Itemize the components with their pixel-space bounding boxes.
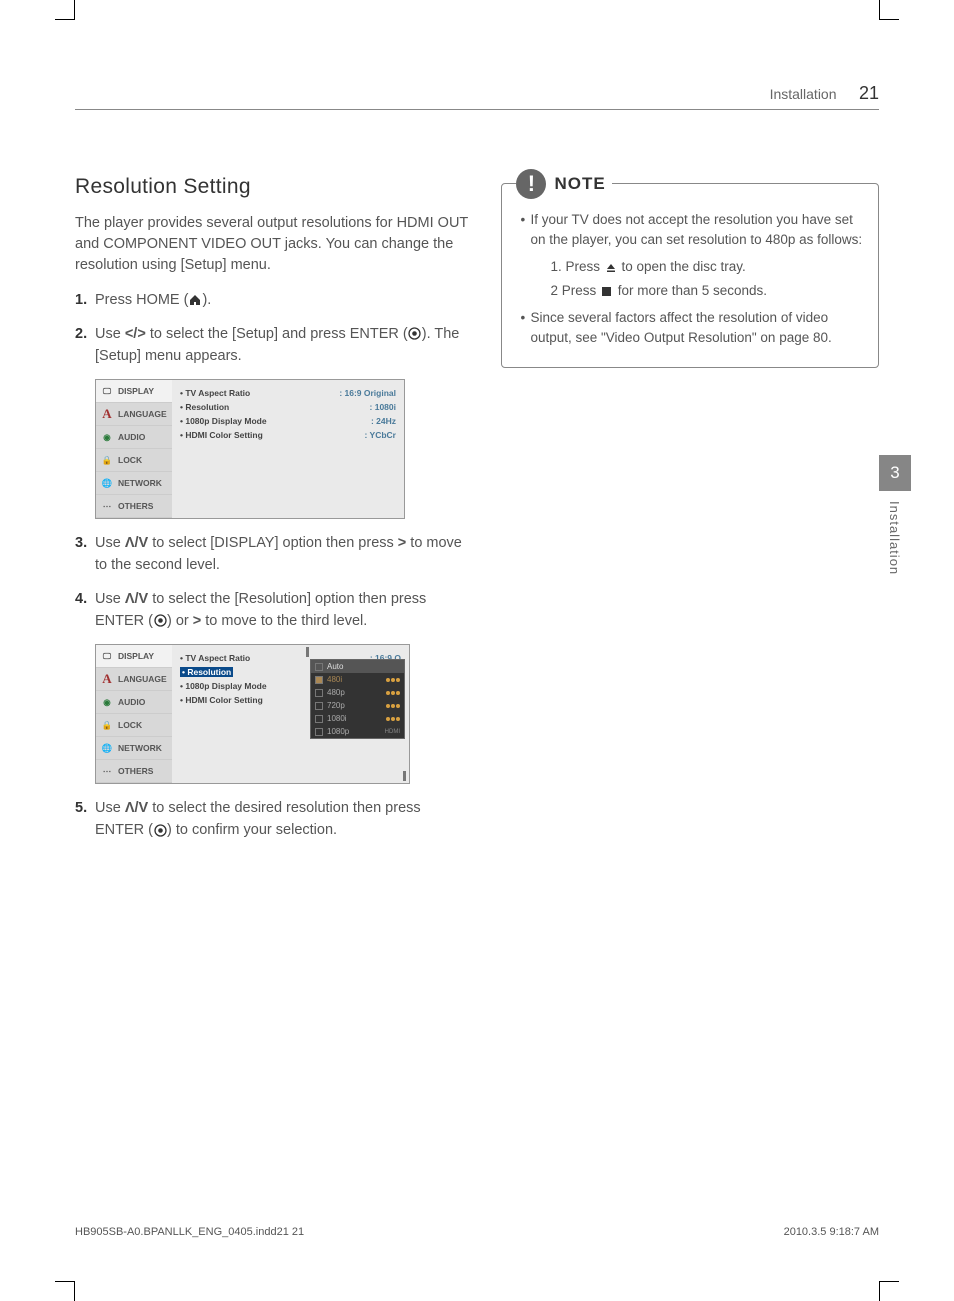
step-5: Use Λ/V to select the desired resolution… [75,798,471,842]
page-number: 21 [859,83,879,103]
crop-mark [879,0,899,20]
crop-mark [879,1281,899,1301]
language-icon: A [100,672,114,686]
section-title: Resolution Setting [75,175,471,199]
step-1: Press HOME (). [75,290,471,312]
setup-menu-screenshot-2: 🖵DISPLAY ALANGUAGE ◉AUDIO 🔒LOCK 🌐NETWORK… [95,644,471,784]
network-icon: 🌐 [100,741,114,755]
scroll-indicator [403,771,406,781]
steps-list-cont: Use Λ/V to select [DISPLAY] option then … [75,533,471,632]
note-sub-2: 2 Press for more than 5 seconds. [530,279,864,303]
language-icon: A [100,407,114,421]
note-badge: ! NOTE [516,169,611,199]
step-3: Use Λ/V to select [DISPLAY] option then … [75,533,471,577]
setup-menu-screenshot-1: 🖵DISPLAY ALANGUAGE ◉AUDIO 🔒LOCK 🌐NETWORK… [95,379,471,519]
ss2-sidebar: 🖵DISPLAY ALANGUAGE ◉AUDIO 🔒LOCK 🌐NETWORK… [96,645,172,783]
side-tab-number: 3 [879,455,911,491]
enter-icon [153,614,167,628]
footer-left: HB905SB-A0.BPANLLK_ENG_0405.indd21 21 [75,1226,304,1238]
audio-icon: ◉ [100,695,114,709]
lock-icon: 🔒 [100,453,114,467]
ss1-sidebar: 🖵DISPLAY ALANGUAGE ◉AUDIO 🔒LOCK 🌐NETWORK… [96,380,172,518]
note-label: NOTE [554,174,605,194]
intro-text: The player provides several output resol… [75,213,471,276]
lock-icon: 🔒 [100,718,114,732]
eject-icon [604,261,618,275]
note-item-2: Since several factors affect the resolut… [516,308,864,347]
right-column: ! NOTE If your TV does not accept the re… [501,175,879,854]
footer-right: 2010.3.5 9:18:7 AM [784,1226,879,1238]
steps-list: Press HOME (). Use </> to select the [Se… [75,290,471,367]
others-icon: ⋯ [100,499,114,513]
crop-mark [55,0,75,20]
audio-icon: ◉ [100,430,114,444]
note-item-1: If your TV does not accept the resolutio… [516,210,864,302]
page-footer: HB905SB-A0.BPANLLK_ENG_0405.indd21 21 20… [75,1226,879,1238]
home-icon [188,293,202,307]
note-sub-1: 1. Press to open the disc tray. [530,255,864,279]
scroll-indicator [306,647,309,657]
step-2: Use </> to select the [Setup] and press … [75,324,471,368]
others-icon: ⋯ [100,764,114,778]
steps-list-cont2: Use Λ/V to select the desired resolution… [75,798,471,842]
crop-mark [55,1281,75,1301]
note-icon: ! [516,169,546,199]
enter-icon [153,823,167,837]
enter-icon [408,327,422,341]
ss1-main: • TV Aspect Ratio: 16:9 Original • Resol… [172,380,404,518]
step-4: Use Λ/V to select the [Resolution] optio… [75,589,471,633]
resolution-popup: Auto ✓480i 480p 720p 1080i 1080pHDMI [310,659,405,739]
stop-icon [600,284,614,298]
network-icon: 🌐 [100,476,114,490]
left-column: Resolution Setting The player provides s… [75,175,471,854]
page-header: Installation 21 [75,55,879,110]
display-icon: 🖵 [100,384,114,398]
side-tab-text: Installation [879,491,910,575]
note-box: ! NOTE If your TV does not accept the re… [501,183,879,368]
side-tab: 3 Installation [879,455,911,575]
display-icon: 🖵 [100,649,114,663]
header-section: Installation [770,86,837,102]
